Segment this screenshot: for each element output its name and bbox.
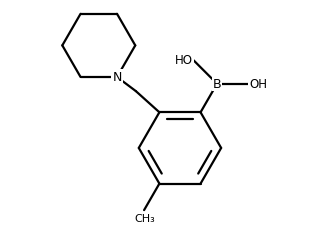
Text: B: B <box>213 78 221 91</box>
Text: CH₃: CH₃ <box>135 213 155 223</box>
Text: OH: OH <box>249 78 267 91</box>
Text: N: N <box>112 71 122 84</box>
Text: HO: HO <box>175 53 193 66</box>
